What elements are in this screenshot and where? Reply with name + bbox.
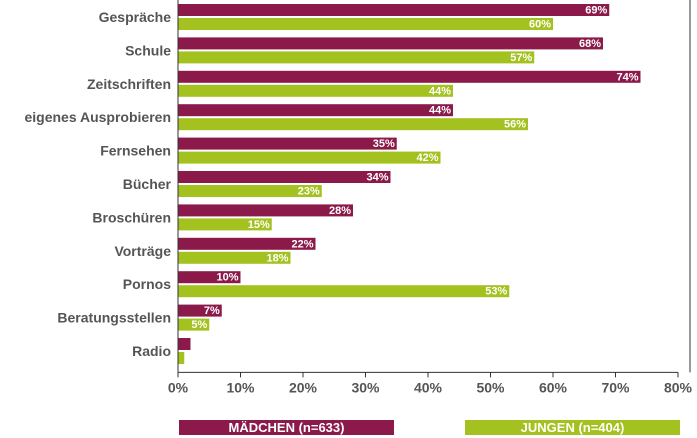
bars	[178, 4, 641, 364]
bar-maedchen	[178, 104, 453, 117]
x-tick-label: 80%	[664, 379, 693, 395]
category-label: Bücher	[123, 176, 172, 192]
bar-jungen	[178, 352, 185, 364]
x-tick-label: 50%	[476, 379, 505, 395]
data-label: 53%	[485, 286, 507, 298]
x-tick-label: 10%	[226, 379, 255, 395]
x-tick-labels: 0% 10% 20% 30% 40% 50% 60% 70% 80%	[168, 379, 693, 395]
bar-jungen	[178, 84, 453, 97]
bar-maedchen	[178, 171, 391, 183]
bar-jungen	[178, 118, 528, 131]
x-tick-label: 70%	[601, 379, 630, 395]
bar-maedchen	[178, 4, 610, 16]
data-label: 68%	[579, 38, 601, 50]
data-label: 7%	[204, 305, 220, 317]
data-label: 42%	[416, 152, 438, 164]
x-tick-label: 60%	[539, 379, 568, 395]
bar-maedchen	[178, 237, 316, 250]
category-labels: Gespräche Schule Zeitschriften eigenes Ausp…	[24, 9, 171, 359]
data-label: 15%	[248, 219, 270, 231]
data-label: 10%	[216, 272, 238, 284]
category-label: Fernsehen	[100, 143, 171, 159]
data-label: 34%	[366, 172, 388, 184]
data-label: 23%	[298, 186, 320, 198]
data-label: 44%	[429, 85, 451, 97]
data-label: 57%	[510, 52, 532, 64]
legend-item-jungen: JUNGEN (n=404)	[465, 420, 680, 435]
bar-maedchen	[178, 70, 641, 83]
bar-jungen	[178, 51, 535, 64]
data-label: 56%	[504, 119, 526, 131]
legend-label-maedchen: MÄDCHEN (n=633)	[228, 420, 345, 435]
x-tick-label: 30%	[351, 379, 380, 395]
legend-item-maedchen: MÄDCHEN (n=633)	[179, 420, 394, 435]
bar-maedchen	[178, 338, 191, 350]
value-labels: 69% 60% 68% 57% 74% 44% 44% 56% 35% 42% 34% 23% 28% 1…	[191, 5, 638, 332]
bar-maedchen	[178, 271, 241, 284]
category-label: eigenes Ausprobieren	[24, 109, 171, 125]
bar-jungen	[178, 18, 553, 30]
bar-jungen	[178, 285, 510, 298]
bar-jungen	[178, 185, 322, 197]
x-tick-label: 0%	[168, 379, 189, 395]
data-label: 28%	[329, 205, 351, 217]
category-label: Vorträge	[114, 243, 171, 259]
data-label: 5%	[191, 319, 207, 331]
legend-label-jungen: JUNGEN (n=404)	[520, 420, 625, 435]
category-label: Pornos	[123, 276, 171, 292]
bar-maedchen	[178, 37, 603, 50]
category-label: Zeitschriften	[87, 76, 171, 92]
category-label: Schule	[125, 42, 171, 58]
bar-jungen	[178, 251, 291, 264]
data-label: 22%	[291, 238, 313, 250]
bar-maedchen	[178, 204, 353, 217]
data-label: 74%	[616, 71, 638, 83]
data-label: 60%	[529, 19, 551, 31]
bar-jungen	[178, 318, 210, 331]
category-label: Radio	[132, 343, 171, 359]
axes	[177, 0, 691, 378]
category-label: Beratungsstellen	[57, 310, 171, 326]
category-label: Gespräche	[99, 9, 172, 25]
data-label: 18%	[266, 252, 288, 264]
bar-maedchen	[178, 304, 222, 317]
data-label: 44%	[429, 105, 451, 117]
x-tick-label: 40%	[414, 379, 443, 395]
x-tick-label: 20%	[289, 379, 318, 395]
bar-jungen	[178, 151, 441, 164]
data-label: 69%	[585, 5, 607, 17]
bar-jungen	[178, 218, 272, 231]
data-label: 35%	[373, 138, 395, 150]
category-label: Broschüren	[92, 209, 171, 225]
bar-maedchen	[178, 137, 397, 150]
